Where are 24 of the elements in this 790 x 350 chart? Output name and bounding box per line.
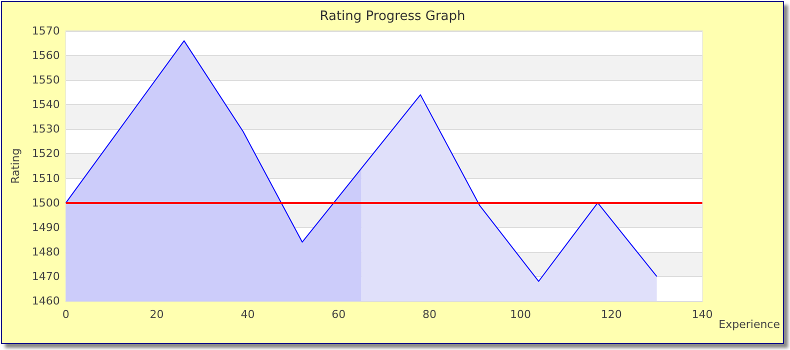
- y-tick-label: 1540: [32, 98, 60, 112]
- x-tick-label: 120: [600, 308, 622, 321]
- y-tick-label: 1490: [32, 220, 60, 234]
- x-tick-label: 40: [240, 308, 255, 321]
- y-tick-label: 1460: [32, 294, 60, 308]
- y-axis-title: Rating: [9, 148, 22, 184]
- x-tick-label: 100: [510, 308, 531, 321]
- y-tick-label: 1560: [32, 49, 60, 62]
- y-tick-label: 1470: [32, 270, 60, 283]
- y-tick-label: 1480: [32, 245, 60, 258]
- y-tick-label: 1520: [32, 147, 60, 160]
- y-tick-label: 1530: [32, 122, 60, 136]
- x-tick-label: 80: [422, 308, 437, 321]
- y-tick-label: 1570: [32, 24, 60, 38]
- x-tick-label: 0: [62, 308, 70, 321]
- x-axis-title: Experience: [718, 318, 780, 331]
- y-tick-label: 1550: [32, 74, 60, 87]
- x-tick-label: 20: [150, 308, 164, 321]
- line-series: [65, 40, 658, 282]
- y-tick-label: 1500: [32, 196, 60, 210]
- x-tick-label: 60: [332, 308, 346, 321]
- y-tick-label: 1510: [32, 172, 60, 185]
- x-tick-label: 140: [692, 308, 713, 321]
- chart-title: Rating Progress Graph: [320, 9, 466, 24]
